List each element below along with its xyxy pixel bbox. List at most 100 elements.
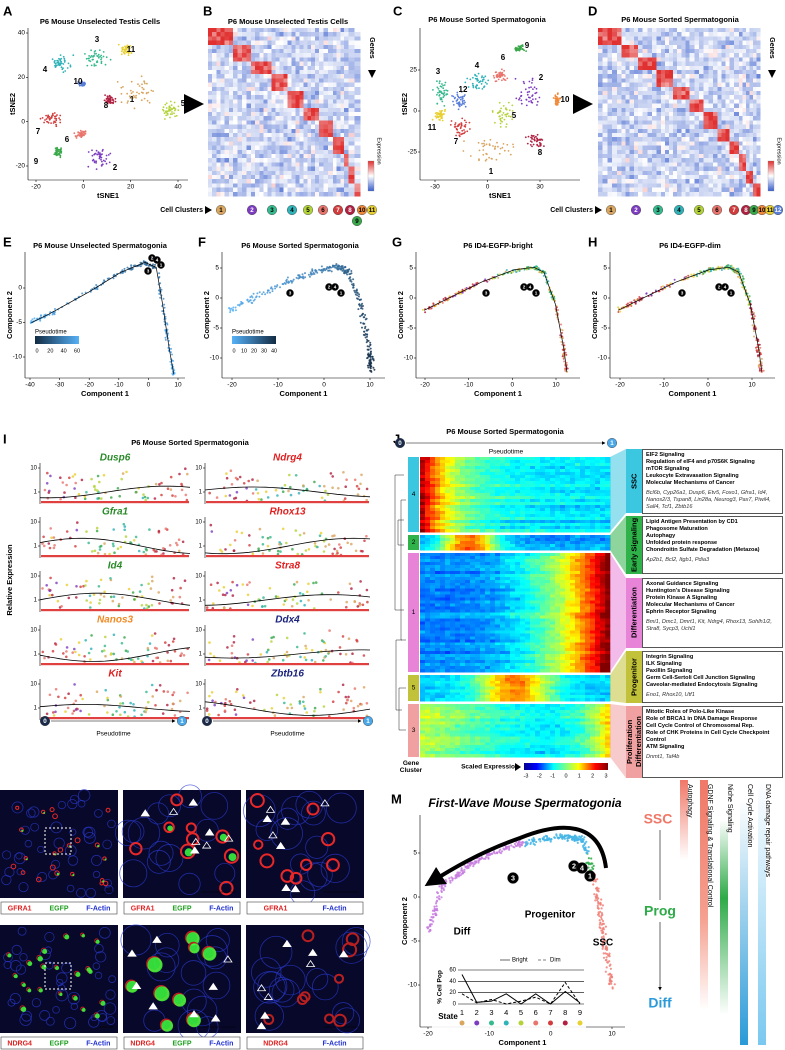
heatmap-cell <box>729 171 734 176</box>
heatmap-cell <box>272 141 276 146</box>
heatmap-cell <box>259 120 263 125</box>
cell-dot <box>124 268 126 270</box>
cell-dot <box>170 101 172 103</box>
cell-dot <box>501 114 503 116</box>
heatmap-cell <box>708 129 713 134</box>
cell-dot <box>308 274 310 276</box>
heatmap-cell <box>344 146 349 151</box>
heatmap-cell <box>756 74 760 79</box>
cell-dot <box>536 139 538 141</box>
heatmap-cell <box>275 78 279 83</box>
heatmap-cell <box>598 32 603 37</box>
heatmap-cell <box>749 137 753 142</box>
heatmap-cell <box>225 141 229 146</box>
heatmap-cell <box>647 116 652 121</box>
heatmap-cell <box>657 78 661 83</box>
heatmap-cell <box>319 66 324 71</box>
heatmap-cell <box>630 28 634 33</box>
heatmap-cell <box>685 125 689 130</box>
heatmap-cell <box>598 179 603 184</box>
heatmap-cell <box>598 146 603 151</box>
heatmap-cell <box>749 167 753 172</box>
heatmap-cell <box>742 137 746 142</box>
heatmap-cell <box>685 108 689 113</box>
cell-dot <box>276 286 278 288</box>
heatmap-cell <box>726 108 730 113</box>
heatmap-cell <box>742 70 746 75</box>
heatmap-cell <box>661 62 665 67</box>
heatmap-cell <box>229 133 233 138</box>
heatmap-cell <box>225 57 229 62</box>
heatmap-cell <box>287 70 291 75</box>
heatmap-cell <box>237 62 242 67</box>
heatmap-cell <box>299 112 303 117</box>
heatmap-cell <box>626 74 630 79</box>
heatmap-cell <box>734 49 739 54</box>
heatmap-cell <box>685 32 689 37</box>
y-tick-label: -5 <box>407 325 413 332</box>
cell-dot <box>63 56 65 58</box>
cluster-badge-label: 2 <box>250 207 254 214</box>
heatmap-cell <box>319 49 324 54</box>
heatmap-cell <box>753 120 757 125</box>
heatmap-cell <box>233 112 238 117</box>
heatmap-cell <box>612 41 617 46</box>
cell-dot <box>438 113 440 115</box>
cell-dot <box>532 98 534 100</box>
heatmap-cell <box>665 104 669 109</box>
heatmap-cell <box>638 87 643 92</box>
heatmap-cell <box>220 137 224 142</box>
cell-dot <box>67 67 69 69</box>
cell-dot <box>166 324 168 326</box>
heatmap-cell <box>652 150 657 155</box>
heatmap-cell <box>699 162 704 167</box>
heatmap-cell <box>319 87 324 92</box>
heatmap-cell <box>272 28 276 33</box>
heatmap-cell <box>756 183 760 188</box>
cluster-label: 8 <box>104 101 109 110</box>
heatmap-cell <box>299 104 303 109</box>
heatmap-cell <box>739 28 743 33</box>
heatmap-cell <box>753 62 757 67</box>
heatmap-cell <box>208 74 212 79</box>
heatmap-cell <box>220 53 224 58</box>
cell-dot <box>146 93 148 95</box>
heatmap-cell <box>638 154 643 159</box>
heatmap-cell <box>626 66 630 71</box>
heatmap-cell <box>328 28 333 33</box>
heatmap-cell <box>324 36 329 41</box>
cell-dot <box>33 317 35 319</box>
heatmap-cell <box>344 78 349 83</box>
heatmap-cell <box>729 188 734 193</box>
heatmap-cell <box>212 99 216 104</box>
heatmap-cell <box>291 192 295 197</box>
heatmap-cell <box>749 179 753 184</box>
heatmap-cell <box>349 62 355 67</box>
heatmap-cell <box>665 150 669 155</box>
heatmap-cell <box>337 66 341 71</box>
heatmap-cell <box>208 120 212 125</box>
heatmap-cell <box>299 150 303 155</box>
heatmap-cell <box>652 179 657 184</box>
heatmap-cell <box>749 57 753 62</box>
cell-dot <box>96 55 98 57</box>
heatmap-cell <box>729 112 734 117</box>
cell-dot <box>164 118 166 120</box>
heatmap-cell <box>275 28 279 33</box>
heatmap-cell <box>229 32 233 37</box>
heatmap-cell <box>694 45 699 50</box>
heatmap-cell <box>612 120 617 125</box>
heatmap-cell <box>344 125 349 130</box>
heatmap-cell <box>643 78 648 83</box>
heatmap-cell <box>690 36 695 41</box>
heatmap-cell <box>598 104 603 109</box>
heatmap-cell <box>617 129 622 134</box>
heatmap-cell <box>756 171 760 176</box>
heatmap-cell <box>337 74 341 79</box>
heatmap-cell <box>621 104 625 109</box>
cluster-label: 11 <box>428 123 437 132</box>
heatmap-cell <box>726 192 730 197</box>
heatmap-cell <box>311 125 315 130</box>
heatmap-cell <box>344 41 349 46</box>
heatmap-cell <box>303 175 307 180</box>
